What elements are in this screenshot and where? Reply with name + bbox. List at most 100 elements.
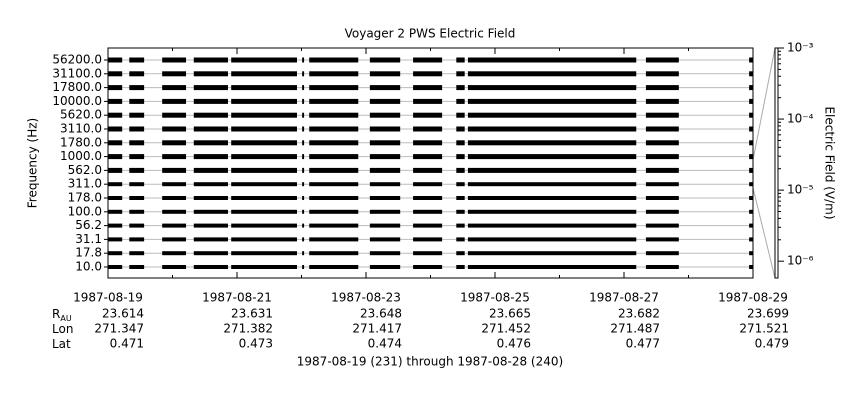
channel-strip	[467, 209, 637, 214]
channel-strip	[129, 182, 145, 187]
channel-strip	[749, 154, 753, 160]
data-segment	[467, 57, 637, 269]
ephemeris-value: 23.665	[489, 307, 531, 321]
channel-strip	[749, 140, 753, 146]
channel-strip	[749, 126, 753, 132]
ephemeris-value: 271.417	[352, 322, 402, 336]
channel-strip	[369, 98, 401, 104]
channel-strip	[467, 251, 637, 256]
channel-strip	[645, 251, 679, 256]
channel-strip	[413, 71, 443, 77]
channel-strip	[749, 237, 753, 242]
channel-strip	[309, 57, 359, 63]
channel-strip	[193, 126, 228, 132]
channel-strip	[162, 182, 187, 187]
channel-strip	[467, 126, 637, 132]
channel-strip	[302, 209, 305, 214]
channel-strip	[129, 140, 145, 146]
channel-strip	[162, 209, 187, 214]
ephemeris-value: 0.477	[626, 337, 660, 351]
chart-title: Voyager 2 PWS Electric Field	[345, 27, 516, 41]
channel-strip	[467, 98, 637, 104]
channel-strip	[749, 223, 753, 228]
data-segment	[369, 57, 401, 269]
channel-strip	[369, 112, 401, 118]
channel-strip	[129, 209, 145, 214]
channel-strip	[231, 85, 297, 91]
channel-strip	[302, 265, 305, 269]
channel-strip	[193, 167, 228, 173]
channel-strip	[231, 154, 297, 160]
channel-strip	[456, 57, 465, 63]
channel-strip	[193, 196, 228, 200]
data-segment	[193, 57, 228, 269]
x-tick-label: 1987-08-23	[331, 291, 401, 305]
channel-strip	[231, 57, 297, 63]
channel-strip	[456, 223, 465, 228]
channel-strip	[129, 126, 145, 132]
data-segment	[749, 57, 753, 269]
channel-strip	[129, 251, 145, 256]
channel-strip	[645, 126, 679, 132]
x-tick-label: 1987-08-29	[718, 291, 788, 305]
ephemeris-value: 23.682	[618, 307, 660, 321]
channel-strip	[193, 71, 228, 77]
ephemeris-value: 0.476	[497, 337, 531, 351]
channel-strip	[309, 85, 359, 91]
x-tick-label: 1987-08-21	[202, 291, 272, 305]
channel-strip	[309, 140, 359, 146]
ephemeris-value: 271.347	[94, 322, 144, 336]
channel-strip	[129, 57, 145, 63]
channel-strip	[645, 196, 679, 200]
channel-strip	[645, 223, 679, 228]
ephemeris-value: 0.471	[110, 337, 144, 351]
channel-strip	[467, 223, 637, 228]
y-tick-label: 178.0	[68, 191, 102, 205]
ephemeris-value: 271.487	[610, 322, 660, 336]
channel-strip	[467, 237, 637, 242]
channel-strip	[413, 237, 443, 242]
channel-strip	[413, 140, 443, 146]
channel-strip	[129, 196, 145, 200]
channel-strip	[108, 167, 123, 173]
channel-strip	[302, 112, 305, 118]
channel-strip	[413, 112, 443, 118]
channel-strip	[193, 209, 228, 214]
channel-strip	[369, 154, 401, 160]
ephemeris-value: 0.479	[755, 337, 789, 351]
channel-strip	[369, 209, 401, 214]
channel-strip	[302, 196, 305, 200]
y-tick-label: 10000.0	[52, 94, 102, 108]
y2-tick-label: 10⁻⁴	[787, 112, 814, 126]
channel-strip	[309, 182, 359, 187]
channel-strip	[467, 140, 637, 146]
channel-strip	[309, 112, 359, 118]
channel-strip	[302, 237, 305, 242]
channel-strip	[162, 167, 187, 173]
channel-strip	[749, 85, 753, 91]
y2-axis-label: Electric Field (V/m)	[823, 106, 837, 219]
channel-strip	[456, 112, 465, 118]
channel-strip	[749, 98, 753, 104]
ephemeris-label-text: Lon	[52, 322, 73, 336]
channel-strip	[413, 182, 443, 187]
y-tick-label: 31100.0	[52, 66, 102, 80]
y-tick-label: 1780.0	[60, 135, 102, 149]
colorbar	[774, 47, 779, 279]
channel-strip	[309, 71, 359, 77]
channel-strip	[749, 182, 753, 187]
channel-strip	[193, 182, 228, 187]
data-segment	[129, 57, 145, 269]
channel-strip	[162, 265, 187, 269]
channel-strip	[413, 265, 443, 269]
channel-strip	[456, 251, 465, 256]
data-segment	[162, 57, 187, 269]
ephemeris-label-text: Lat	[52, 337, 71, 351]
y-tick-label: 17.8	[75, 246, 102, 260]
channel-strip	[369, 167, 401, 173]
channel-strip	[162, 251, 187, 256]
channel-strip	[467, 112, 637, 118]
x-tick-label: 1987-08-19	[73, 291, 143, 305]
channel-strip	[108, 196, 123, 200]
data-segment	[309, 57, 359, 269]
